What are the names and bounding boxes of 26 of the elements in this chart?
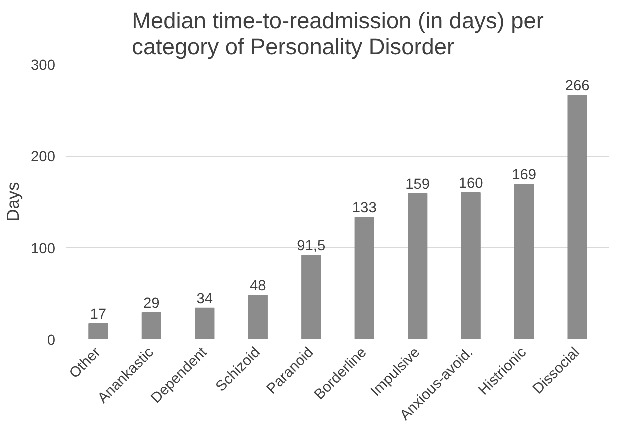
bar xyxy=(354,217,374,340)
y-axis-title: Days xyxy=(3,182,24,222)
data-label: 48 xyxy=(250,278,266,294)
bar xyxy=(195,308,215,340)
y-tick-label: 200 xyxy=(31,150,56,166)
bar xyxy=(142,312,162,340)
bar xyxy=(514,184,534,340)
bar xyxy=(408,193,428,340)
bar xyxy=(461,192,481,340)
y-tick-label: 0 xyxy=(47,333,56,349)
data-label: 133 xyxy=(352,200,377,217)
data-label: 17 xyxy=(90,306,107,323)
data-label: 266 xyxy=(565,78,590,95)
data-label: 169 xyxy=(512,168,537,184)
bar xyxy=(568,95,588,340)
data-label: 34 xyxy=(196,291,214,308)
data-label: 159 xyxy=(406,176,430,193)
chart-title: Median time-to-readmission (in days) per category of Personality Disorder xyxy=(132,8,544,60)
bar xyxy=(248,295,268,340)
bar xyxy=(302,255,322,340)
y-tick-label: 300 xyxy=(31,58,56,74)
data-label: 29 xyxy=(144,296,160,312)
y-tick-label: 100 xyxy=(31,241,56,258)
data-label: 160 xyxy=(458,176,484,192)
data-label: 91,5 xyxy=(297,238,326,255)
bar xyxy=(88,323,108,340)
